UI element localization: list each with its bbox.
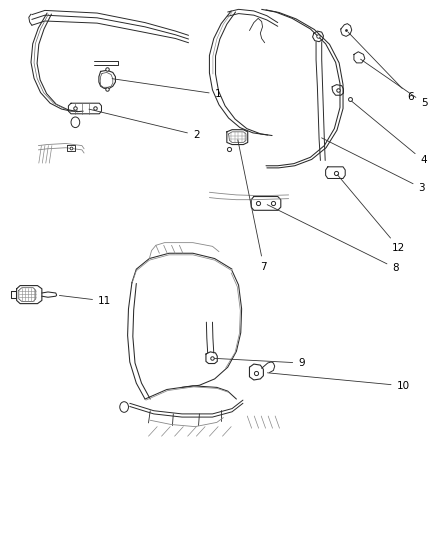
Text: 9: 9 bbox=[214, 358, 305, 368]
Text: 4: 4 bbox=[352, 101, 427, 165]
Text: 1: 1 bbox=[112, 79, 221, 99]
Text: 2: 2 bbox=[89, 109, 200, 140]
Text: 8: 8 bbox=[267, 205, 399, 273]
Text: 5: 5 bbox=[360, 59, 427, 108]
Text: 11: 11 bbox=[60, 295, 111, 306]
Text: 7: 7 bbox=[238, 140, 267, 271]
Text: 10: 10 bbox=[268, 373, 410, 391]
Text: 12: 12 bbox=[337, 175, 406, 253]
Text: 6: 6 bbox=[348, 32, 413, 102]
Text: 3: 3 bbox=[321, 138, 425, 193]
